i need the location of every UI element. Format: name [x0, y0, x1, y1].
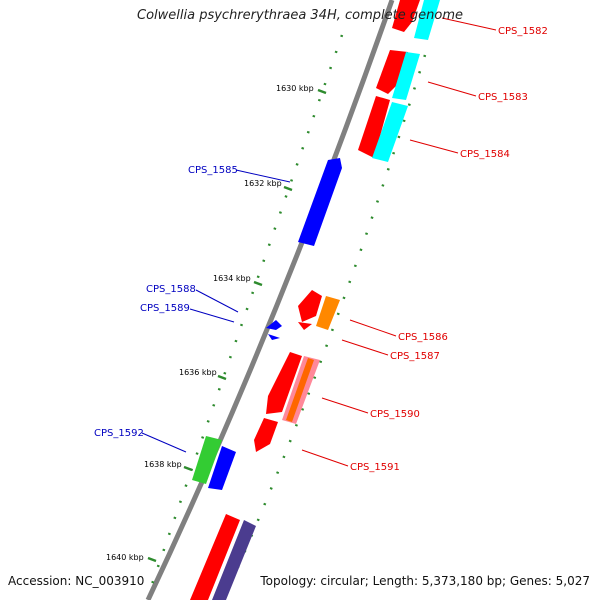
tick-1634	[253, 280, 263, 287]
gene-cps-1582-feature[interactable]	[392, 0, 420, 32]
gene-label-cps-1591[interactable]: CPS_1591	[350, 462, 400, 473]
gene-cps-1591-feature[interactable]	[254, 418, 278, 452]
gene-label-cps-1588[interactable]: CPS_1588	[146, 284, 196, 295]
gene-label-cps-1590[interactable]: CPS_1590	[370, 409, 420, 420]
tick-label: 1636 kbp	[179, 368, 217, 377]
callout-cps-1592	[141, 432, 187, 453]
gene-label-cps-1584[interactable]: CPS_1584	[460, 149, 510, 160]
gene-cps-1590-feature[interactable]	[266, 352, 302, 414]
gene-label-cps-1582[interactable]: CPS_1582	[498, 26, 548, 37]
gene-cps-1583-feature[interactable]	[376, 50, 408, 94]
tick-label: 1630 kbp	[276, 84, 314, 93]
tick-1630	[317, 88, 327, 95]
map-title: Colwellia psychrerythraea 34H, complete …	[137, 8, 463, 23]
gene-labels: CPS_1582 CPS_1583 CPS_1584 CPS_1585 CPS_…	[94, 26, 548, 473]
callout-cps-1582	[441, 17, 497, 31]
callout-cps-1589	[189, 308, 235, 323]
tick-1638	[183, 465, 193, 472]
callout-cps-1586	[349, 319, 397, 337]
tick-label: 1632 kbp	[244, 179, 282, 188]
callout-cps-1583	[427, 81, 477, 97]
tick-1636	[217, 374, 227, 381]
gene-cps-1592-feature[interactable]	[208, 446, 236, 490]
gene-cps-1584-cyan-feature[interactable]	[372, 102, 408, 162]
genome-backbone	[145, 0, 395, 600]
gene-label-cps-1592[interactable]: CPS_1592	[94, 428, 144, 439]
gene-lower-navy-feature[interactable]	[212, 520, 256, 600]
callout-cps-1588	[195, 289, 239, 313]
gene-cps-1586-feature[interactable]	[298, 290, 322, 322]
callout-cps-1590	[321, 397, 369, 414]
accession-label: Accession: NC_003910	[8, 574, 145, 588]
gene-label-cps-1589[interactable]: CPS_1589	[140, 303, 190, 314]
tick-label: 1638 kbp	[144, 460, 182, 469]
gene-lower-red-feature[interactable]	[190, 514, 240, 600]
gene-cps-1585-feature[interactable]	[298, 158, 342, 246]
gene-cps-1583-cyan-feature[interactable]	[392, 52, 420, 100]
callout-cps-1591	[301, 449, 349, 467]
tick-1632	[283, 185, 293, 192]
gene-cps-1584-feature[interactable]	[358, 96, 390, 158]
tick-marks	[147, 88, 327, 563]
callout-lines	[141, 17, 497, 467]
tick-label: 1640 kbp	[106, 553, 144, 562]
gene-label-cps-1587[interactable]: CPS_1587	[390, 351, 440, 362]
gene-label-cps-1583[interactable]: CPS_1583	[478, 92, 528, 103]
gene-cps-1582-cyan-feature[interactable]	[414, 0, 440, 40]
gene-cps-1588-feature[interactable]	[266, 320, 282, 330]
gene-cps-1592-green-feature[interactable]	[192, 436, 222, 484]
callout-cps-1584	[409, 139, 459, 154]
tick-label: 1634 kbp	[213, 274, 251, 283]
gene-label-cps-1585[interactable]: CPS_1585	[188, 165, 238, 176]
genome-summary: Topology: circular; Length: 5,373,180 bp…	[260, 574, 590, 588]
tick-1640	[147, 556, 157, 563]
gene-cps-1589-feature[interactable]	[268, 334, 280, 340]
gene-cps-1587-feature[interactable]	[316, 296, 340, 330]
gene-cps-1590-stripe-inner[interactable]	[286, 358, 314, 422]
gene-cps-1586-marker[interactable]	[298, 322, 312, 330]
tick-labels: 1630 kbp 1632 kbp 1634 kbp 1636 kbp 1638…	[106, 84, 314, 562]
gene-label-cps-1586[interactable]: CPS_1586	[398, 332, 448, 343]
callout-cps-1587	[341, 339, 389, 356]
callout-cps-1585	[235, 169, 291, 183]
